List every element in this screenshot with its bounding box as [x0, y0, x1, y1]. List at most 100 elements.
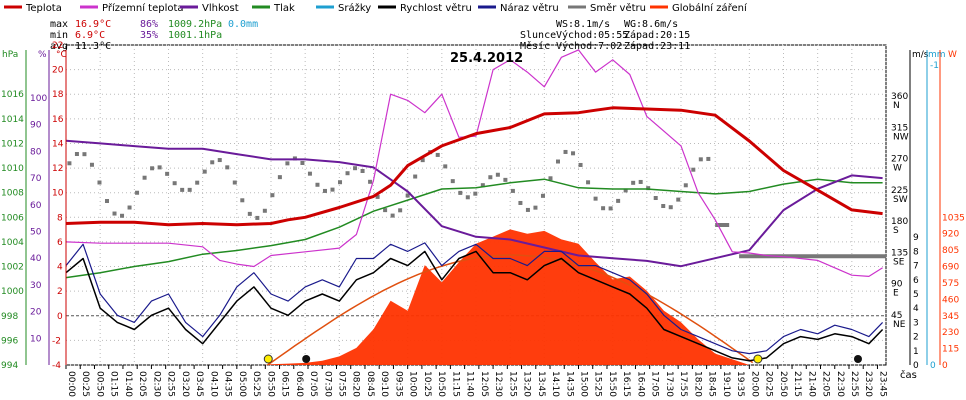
tick-hpa: 994 [1, 361, 18, 371]
series-teplota [65, 106, 883, 227]
wind-dir-point [270, 193, 275, 198]
wind-dir-point [586, 180, 591, 185]
tick-pct: 90 [30, 121, 42, 131]
wind-dir-point [375, 194, 380, 199]
tick-pct: 100 [30, 94, 47, 104]
wind-dir-point [150, 166, 155, 171]
tick-ms: 9 [913, 233, 919, 243]
stat-max-r: 0.0mm [228, 19, 258, 30]
tick-dir-label: N [893, 101, 900, 111]
tick-c: -4 [52, 361, 61, 371]
x-tick-label: 09:35 [393, 371, 403, 397]
tick-w: 1035 [942, 213, 965, 223]
x-tick-label: 23:20 [863, 371, 873, 397]
x-tick-label: 00:50 [94, 371, 104, 397]
tick-hpa: 1016 [1, 90, 24, 100]
wind-dir-point [345, 171, 350, 176]
tick-pct: 20 [30, 308, 42, 318]
x-tick-label: 01:15 [109, 371, 119, 397]
wind-dir-point [240, 198, 245, 203]
wind-dir-point [623, 188, 628, 193]
moonrise-marker [302, 355, 311, 363]
tick-w: 230 [942, 328, 959, 338]
tick-c: 16 [52, 115, 64, 125]
tick-pct: 10 [30, 334, 42, 344]
tick-c: 18 [52, 90, 64, 100]
tick-c: 22 [52, 41, 63, 51]
wind-dir-point [715, 223, 730, 227]
tick-dir-deg: 45 [891, 311, 902, 321]
legend-label: Vlhkost [202, 3, 239, 14]
tick-w: 460 [942, 295, 959, 305]
wind-dir-point [631, 180, 636, 185]
wind-dir-point [435, 152, 440, 157]
tick-mm: -1 [930, 61, 939, 71]
wind-dir-point [646, 186, 651, 191]
wind-dir-point [676, 197, 681, 202]
tick-hpa: 1006 [1, 213, 24, 223]
tick-dir-label: SW [893, 195, 908, 205]
x-tick-label: 14:35 [564, 371, 574, 397]
legend-label: Rychlost větru [400, 2, 472, 14]
x-tick-label: 23:45 [877, 371, 887, 397]
tick-w: 345 [942, 312, 959, 322]
wind-dir-point [97, 180, 102, 185]
info-ws: WS:8.1m/s [556, 19, 610, 30]
tick-c: 20 [52, 66, 64, 76]
wind-dir-point [571, 151, 576, 156]
wind-dir-point [307, 171, 312, 176]
series-naraz-vetru [65, 242, 884, 355]
wind-dir-point [157, 165, 162, 170]
wind-dir-point [510, 188, 515, 193]
info-sunrise: Východ:05:55 [556, 29, 628, 41]
tick-hpa: 1002 [1, 263, 24, 273]
wind-dir-point [480, 183, 485, 188]
x-tick-label: 05:50 [265, 371, 275, 397]
tick-dir-label: NW [893, 132, 909, 142]
x-tick-label: 07:05 [308, 371, 318, 397]
wind-dir-point [601, 206, 606, 211]
wind-dir-point [661, 204, 666, 209]
wind-dir-point [465, 195, 470, 200]
x-tick-label: 10:00 [408, 371, 418, 397]
legend-label: Přízemní teplota [102, 2, 184, 14]
axis-ms-label: m/s [912, 50, 929, 60]
tick-c: 2 [57, 287, 63, 297]
wind-dir-point [165, 171, 170, 176]
wind-dir-point [300, 160, 305, 165]
x-tick-label: 20:25 [764, 371, 774, 397]
x-tick-label: 20:50 [778, 371, 788, 397]
info-moon-label: Měsíc [520, 40, 550, 52]
stat-min-p: 1001.1hPa [168, 30, 222, 41]
x-tick-label: 22:55 [849, 371, 859, 397]
wind-dir-point [383, 208, 388, 213]
x-tick-label: 16:40 [635, 371, 645, 397]
wind-dir-point [187, 187, 192, 192]
x-tick-label: 08:45 [365, 371, 375, 397]
x-tick-label: 03:20 [180, 371, 190, 397]
wind-dir-point [180, 187, 185, 192]
series-vlhkost [65, 139, 883, 268]
tick-w: 0 [942, 361, 948, 371]
wind-dir-point [322, 188, 327, 193]
wind-dir-point [488, 175, 493, 180]
x-axis: 00:00 00:25 00:50 01:15 01:40 02:05 02:30 02:55… [65, 365, 917, 397]
x-tick-label: 15:00 [579, 371, 589, 397]
x-tick-label: 07:30 [322, 371, 332, 397]
x-tick-label: 00:25 [80, 371, 90, 397]
tick-ms: 8 [913, 247, 919, 257]
wind-dir-point [450, 179, 455, 184]
wind-dir-point [232, 180, 237, 185]
wind-dir-point [683, 183, 688, 188]
x-tick-label: 10:50 [436, 371, 446, 397]
x-tick-label: 19:35 [735, 371, 745, 397]
wind-dir-point [202, 169, 207, 174]
stats-block: max 16.9°C 86% 1009.2hPa 0.0mm min 6.9°C 35% 100… [50, 19, 258, 52]
x-tick-label: 14:10 [550, 371, 560, 397]
tick-c: 8 [57, 213, 63, 223]
series-teoreticke-zareni [267, 254, 754, 366]
stat-min-h: 35% [140, 30, 158, 41]
wind-dir-point [255, 215, 260, 220]
wind-dir-point [503, 177, 508, 182]
